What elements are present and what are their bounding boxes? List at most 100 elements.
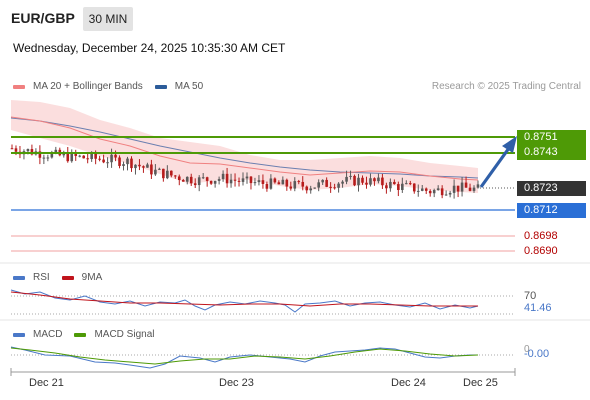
candle-body	[213, 180, 217, 184]
candle-body	[436, 188, 440, 191]
candle-body	[237, 180, 241, 182]
candle-body	[456, 185, 460, 192]
candle-body	[345, 176, 348, 182]
rsi-9ma-line	[10, 291, 478, 307]
label-r1: 0.8743	[517, 145, 586, 160]
legend-item-macd-signal: MACD Signal	[74, 329, 154, 340]
legend-label-ma50: MA 50	[174, 81, 204, 92]
candle-body	[26, 149, 30, 152]
candle-body	[110, 154, 113, 163]
candle-body	[122, 164, 125, 166]
candle-body	[10, 148, 14, 150]
candle-body	[373, 178, 376, 182]
candle-body	[329, 186, 332, 188]
candle-body	[297, 181, 301, 183]
candle-body	[118, 157, 121, 166]
candle-body	[225, 173, 229, 184]
candle-body	[86, 158, 89, 160]
candle-body	[126, 158, 129, 165]
candle-body	[269, 178, 273, 189]
candle-body	[424, 188, 428, 191]
forecast-arrow	[479, 147, 511, 188]
candle-body	[293, 181, 297, 189]
candle-body	[365, 182, 368, 185]
x-label-dec23: Dec 23	[219, 377, 254, 389]
candle-body	[197, 177, 201, 186]
candle-body	[397, 184, 400, 190]
rsi-line	[10, 289, 479, 313]
candle-body	[405, 183, 408, 185]
candle-body	[38, 151, 42, 158]
candle-body	[349, 175, 352, 177]
candle-body	[257, 180, 261, 183]
legend-swatch-rsi	[13, 275, 25, 280]
candle-body	[472, 187, 476, 191]
candle-body	[357, 177, 360, 186]
x-label-dec24: Dec 24	[391, 377, 426, 389]
legend-swatch-rsi-9ma	[61, 275, 74, 280]
legend-swatch-ma50	[154, 84, 167, 89]
candle-body	[385, 185, 388, 189]
rsi-legend: RSI 9MA	[13, 272, 114, 283]
legend-item-rsi-9ma: 9MA	[61, 272, 102, 283]
candle-body	[166, 170, 169, 179]
candle-body	[361, 177, 364, 183]
legend-item-rsi: RSI	[13, 272, 50, 283]
candle-body	[221, 173, 225, 180]
legend-item-ma50: MA 50	[154, 81, 204, 92]
timeframe-badge[interactable]: 30 MIN	[83, 7, 133, 31]
candle-body	[42, 157, 46, 159]
candle-body	[341, 181, 344, 184]
candle-body	[233, 179, 237, 181]
candle-body	[70, 152, 74, 162]
candle-body	[285, 179, 289, 187]
candle-body	[245, 176, 249, 179]
legend-swatch-macd-signal	[74, 332, 87, 337]
candle-body	[181, 180, 185, 182]
candle-body	[253, 182, 257, 184]
candle-body	[90, 153, 93, 160]
candle-body	[130, 158, 133, 169]
candle-body	[217, 179, 221, 181]
candle-body	[138, 164, 141, 167]
label-r2: 0.8751	[517, 130, 586, 145]
ma50-line	[10, 117, 479, 179]
legend-label-rsi: RSI	[33, 272, 50, 283]
macd-value-label: -0.00	[524, 348, 550, 360]
candle-body	[428, 190, 432, 194]
macd-legend: MACD MACD Signal	[13, 329, 166, 340]
candle-body	[46, 157, 50, 159]
candle-body	[408, 183, 412, 185]
candle-body	[277, 182, 281, 185]
candle-body	[205, 177, 209, 181]
label-pivot: 0.8712	[517, 203, 586, 218]
candle-body	[158, 168, 161, 170]
candle-body	[50, 152, 54, 158]
candle-body	[377, 177, 380, 182]
label-s1: 0.8698	[524, 230, 558, 242]
candle-body	[241, 178, 245, 182]
rsi-value-label: 41.46	[524, 302, 552, 314]
candle-body	[305, 186, 309, 191]
candle-body	[146, 164, 149, 168]
candle-body	[177, 176, 181, 181]
bollinger-band	[11, 100, 478, 193]
candle-body	[249, 176, 253, 184]
candle-body	[209, 180, 213, 184]
candle-body	[452, 185, 456, 193]
legend-label-macd: MACD	[33, 329, 63, 340]
legend-swatch-macd	[13, 332, 25, 337]
candle-body	[281, 179, 285, 185]
candle-body	[321, 179, 324, 183]
legend-label-macd-signal: MACD Signal	[94, 329, 155, 340]
legend-item-ma20: MA 20 + Bollinger Bands	[13, 81, 143, 92]
legend-item-macd: MACD	[13, 329, 62, 340]
candle-body	[54, 149, 58, 153]
candle-body	[142, 166, 145, 168]
candle-body	[134, 164, 137, 169]
candle-body	[62, 153, 66, 156]
legend-swatch-ma20	[13, 84, 25, 89]
label-current: 0.8723	[517, 181, 586, 196]
candle-body	[74, 152, 78, 156]
